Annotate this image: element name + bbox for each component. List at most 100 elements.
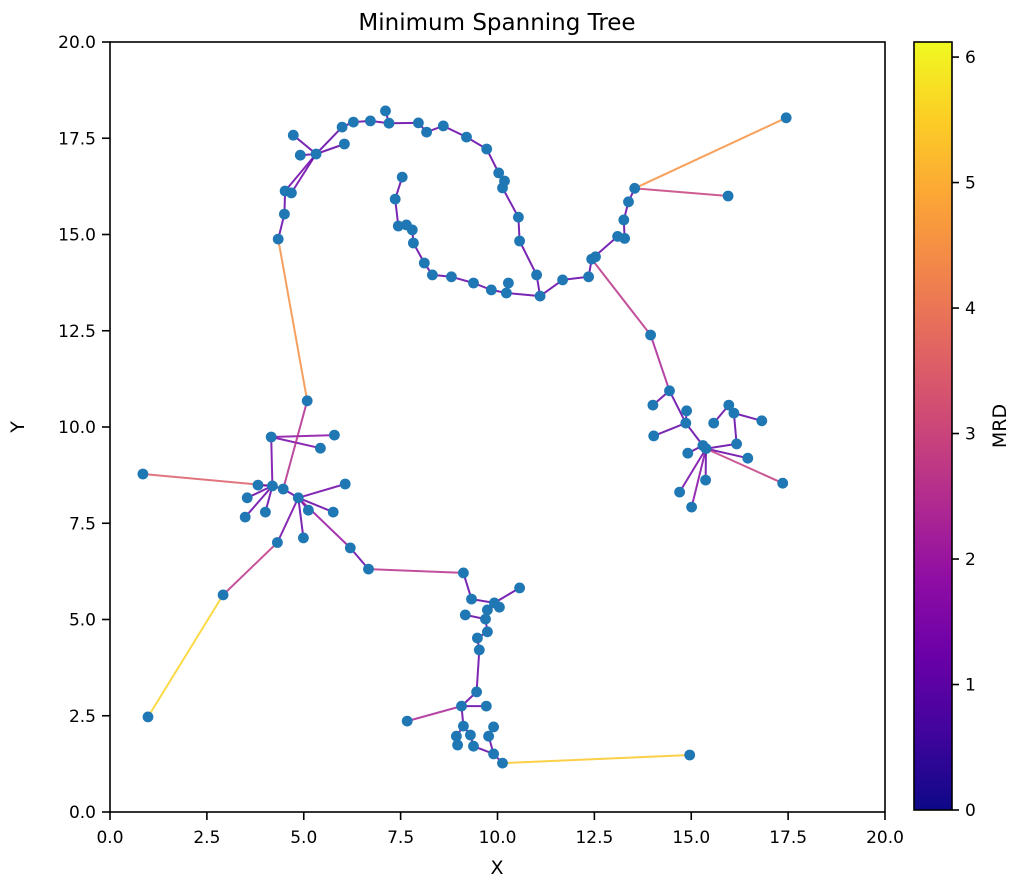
data-point [501,288,512,299]
data-point [421,127,432,138]
mst-edge [277,498,298,543]
data-point [408,238,419,249]
mst-edge [223,543,277,595]
mst-edge [651,335,670,391]
data-point [348,117,359,128]
data-point [648,400,659,411]
data-point [648,431,659,442]
x-tick-label: 15.0 [672,828,710,848]
colorbar-tick-label: 6 [965,48,976,68]
colorbar-label: MRD [989,404,1011,448]
data-point [266,432,277,443]
data-point [583,271,594,282]
data-point [700,475,711,486]
data-point [240,512,251,523]
x-axis-label: X [490,857,503,879]
mst-edge [148,595,223,717]
data-point [474,645,485,656]
data-point [514,583,525,594]
data-point [723,191,734,202]
data-point [311,149,322,160]
data-point [286,188,297,199]
data-point [466,594,477,605]
data-point [486,285,497,296]
mst-edge [503,755,690,763]
data-point [645,330,656,341]
data-point [729,408,740,419]
x-tick-label: 12.5 [575,828,613,848]
y-tick-label: 0.0 [69,803,96,823]
mst-edge [271,437,272,486]
colorbar-tick-label: 5 [965,174,976,194]
mst-edge [592,259,651,335]
nodes-layer [138,106,792,769]
data-point [143,712,154,723]
data-point [482,626,493,637]
data-point [681,405,692,416]
mst-edge [520,241,537,275]
data-point [619,233,630,244]
data-point [461,132,472,143]
data-point [427,270,438,281]
data-point [481,701,492,712]
data-point [407,225,418,236]
data-point [513,212,524,223]
data-point [298,533,309,544]
data-point [458,721,469,732]
x-tick-label: 5.0 [290,828,317,848]
data-point [138,469,149,480]
data-point [458,568,469,579]
data-point [460,610,471,621]
data-point [293,492,304,503]
data-point [731,439,742,450]
data-point [253,480,264,491]
data-point [708,418,719,429]
data-point [446,271,457,282]
data-point [629,183,640,194]
data-point [497,758,508,769]
data-point [279,209,290,220]
data-point [480,614,491,625]
data-point [623,196,634,207]
y-tick-label: 20.0 [58,33,96,53]
data-point [481,144,492,155]
data-point [339,139,350,150]
data-point [531,270,542,281]
data-point [456,701,467,712]
mst-edge [635,188,728,196]
data-point [452,740,463,751]
data-point [742,453,753,464]
data-point [413,118,424,129]
data-point [701,443,712,454]
y-tick-label: 2.5 [69,707,96,727]
data-point [390,194,401,205]
data-point [260,507,271,518]
mst-edge [369,569,464,573]
x-tick-label: 2.5 [193,828,220,848]
data-point [273,234,284,245]
x-tick-label: 7.5 [387,828,414,848]
data-point [664,385,675,396]
y-axis-label: Y [7,421,29,434]
data-point [494,602,505,613]
mst-edge [278,239,307,401]
data-point [680,418,691,429]
mst-edge [298,484,345,498]
data-point [278,484,289,495]
colorbar-tick-label: 4 [965,299,976,319]
data-point [303,505,314,516]
data-point [488,749,499,760]
x-tick-label: 0.0 [96,828,123,848]
data-point [590,251,601,262]
mst-edge [271,435,334,437]
data-point [218,590,229,601]
data-point [302,395,313,406]
mst-edge [477,650,480,692]
data-point [272,537,283,548]
data-point [781,112,792,123]
y-tick-label: 5.0 [69,611,96,631]
mst-edge [706,449,783,484]
colorbar-tick-label: 1 [965,676,976,696]
